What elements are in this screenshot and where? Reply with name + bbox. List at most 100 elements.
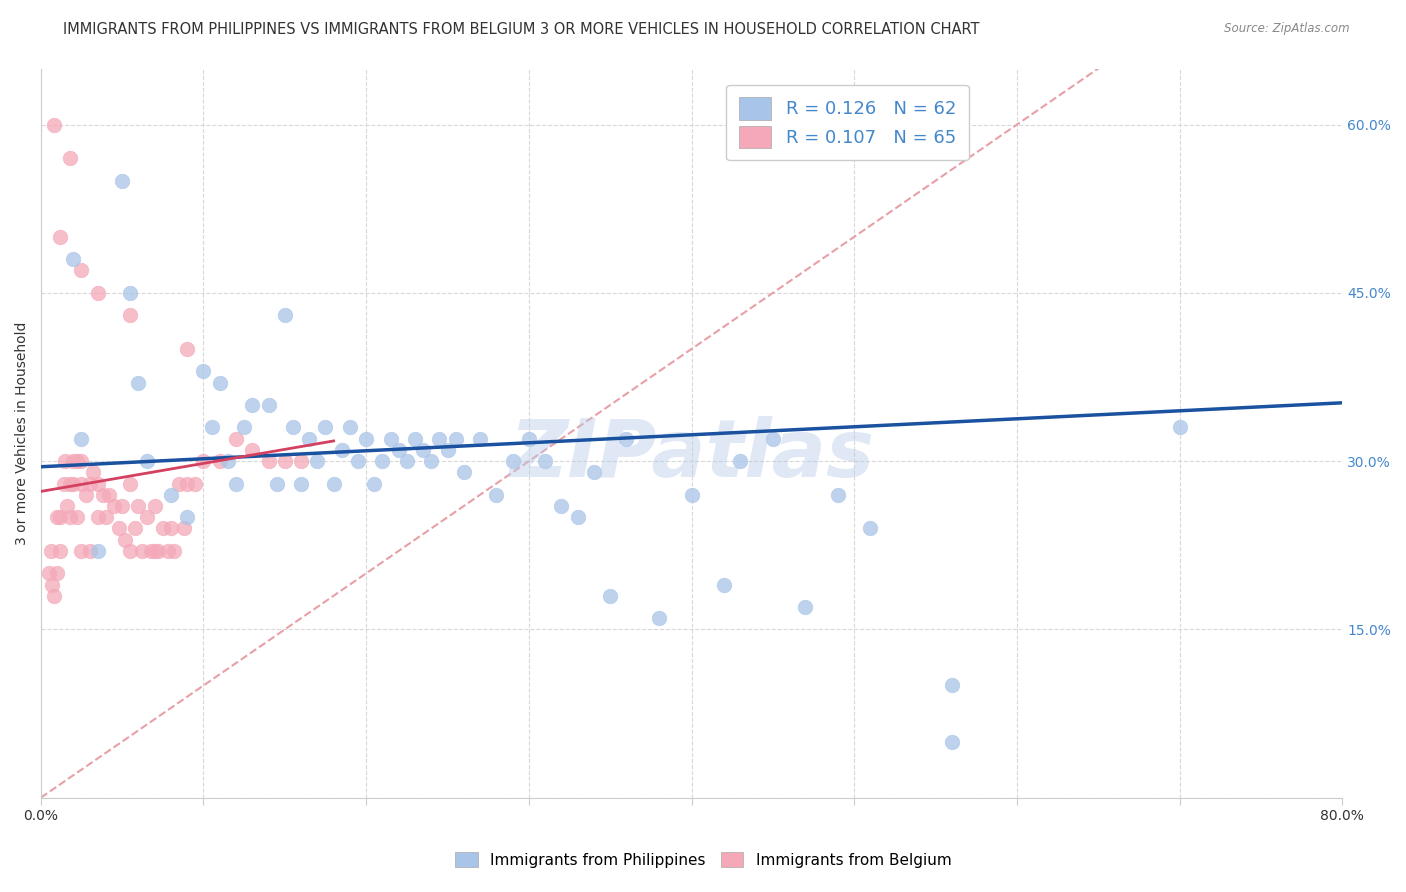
- Point: [274, 308, 297, 322]
- Text: IMMIGRANTS FROM PHILIPPINES VS IMMIGRANTS FROM BELGIUM 3 OR MORE VEHICLES IN HOU: IMMIGRANTS FROM PHILIPPINES VS IMMIGRANT…: [63, 22, 980, 37]
- Point: [62, 476, 84, 491]
- Point: [163, 544, 186, 558]
- Point: [120, 544, 142, 558]
- Point: [146, 544, 169, 558]
- Point: [38, 566, 60, 581]
- Legend: R = 0.126   N = 62, R = 0.107   N = 65: R = 0.126 N = 62, R = 0.107 N = 65: [727, 85, 969, 161]
- Text: Source: ZipAtlas.com: Source: ZipAtlas.com: [1225, 22, 1350, 36]
- Point: [176, 476, 198, 491]
- Point: [502, 454, 524, 468]
- Point: [201, 420, 224, 434]
- Point: [330, 442, 353, 457]
- Point: [59, 476, 82, 491]
- Point: [65, 510, 87, 524]
- Point: [730, 454, 752, 468]
- Point: [827, 488, 849, 502]
- Point: [49, 544, 72, 558]
- Point: [124, 521, 146, 535]
- Point: [217, 454, 239, 468]
- Point: [82, 466, 104, 480]
- Point: [436, 442, 458, 457]
- Point: [429, 432, 451, 446]
- Point: [233, 420, 256, 434]
- Point: [208, 376, 231, 390]
- Point: [114, 533, 136, 547]
- Point: [762, 432, 785, 446]
- Point: [75, 488, 97, 502]
- Point: [176, 342, 198, 356]
- Point: [46, 566, 69, 581]
- Point: [550, 499, 572, 513]
- Point: [257, 454, 280, 468]
- Point: [167, 476, 190, 491]
- Point: [616, 432, 638, 446]
- Point: [404, 432, 426, 446]
- Point: [152, 521, 174, 535]
- Point: [193, 454, 215, 468]
- Point: [713, 577, 735, 591]
- Point: [599, 589, 621, 603]
- Point: [681, 488, 703, 502]
- Point: [388, 442, 411, 457]
- Point: [1168, 420, 1191, 434]
- Point: [648, 611, 671, 625]
- Point: [49, 229, 72, 244]
- Point: [143, 499, 166, 513]
- Point: [371, 454, 394, 468]
- Point: [120, 285, 142, 300]
- Point: [41, 577, 63, 591]
- Point: [225, 476, 247, 491]
- Point: [87, 544, 110, 558]
- Point: [62, 252, 84, 267]
- Point: [380, 432, 402, 446]
- Point: [859, 521, 882, 535]
- Point: [941, 678, 963, 692]
- Point: [240, 442, 263, 457]
- Point: [290, 454, 312, 468]
- Point: [274, 454, 297, 468]
- Point: [281, 420, 304, 434]
- Point: [363, 476, 385, 491]
- Point: [59, 151, 82, 165]
- Point: [79, 476, 101, 491]
- Point: [567, 510, 589, 524]
- Point: [257, 398, 280, 412]
- Point: [59, 510, 82, 524]
- Point: [70, 432, 93, 446]
- Point: [420, 454, 443, 468]
- Point: [794, 599, 817, 614]
- Point: [98, 488, 121, 502]
- Point: [156, 544, 179, 558]
- Point: [354, 432, 377, 446]
- Point: [485, 488, 508, 502]
- Point: [468, 432, 491, 446]
- Point: [160, 521, 183, 535]
- Point: [127, 499, 149, 513]
- Point: [94, 510, 117, 524]
- Point: [517, 432, 540, 446]
- Point: [307, 454, 329, 468]
- Point: [49, 510, 72, 524]
- Point: [135, 454, 157, 468]
- Point: [240, 398, 263, 412]
- Point: [46, 510, 69, 524]
- Text: ZIPatlas: ZIPatlas: [509, 416, 875, 494]
- Point: [444, 432, 467, 446]
- Point: [65, 454, 87, 468]
- Point: [339, 420, 361, 434]
- Point: [103, 499, 125, 513]
- Point: [56, 499, 79, 513]
- Point: [141, 544, 163, 558]
- Point: [87, 476, 110, 491]
- Point: [160, 488, 183, 502]
- Point: [70, 263, 93, 277]
- Point: [120, 308, 142, 322]
- Point: [412, 442, 434, 457]
- Point: [534, 454, 557, 468]
- Point: [42, 589, 65, 603]
- Point: [173, 521, 195, 535]
- Point: [111, 499, 134, 513]
- Point: [322, 476, 344, 491]
- Point: [70, 476, 93, 491]
- Point: [87, 285, 110, 300]
